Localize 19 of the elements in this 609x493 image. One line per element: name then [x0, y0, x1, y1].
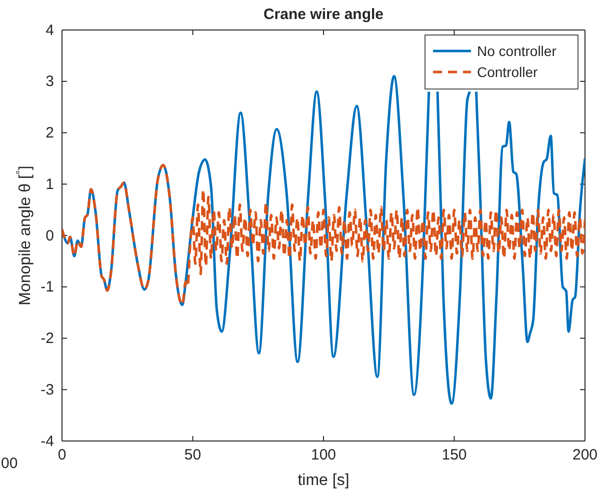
text: 00 [1, 455, 18, 472]
chart-title: Crane wire angle [263, 6, 384, 23]
y-tick-label: -2 [40, 330, 54, 348]
y-tick-label: -3 [40, 381, 54, 398]
x-tick-label: 150 [442, 446, 467, 464]
y-tick-label: 4 [46, 22, 54, 39]
y-tick-label: 3 [46, 73, 54, 90]
x-tick-label: 100 [310, 446, 336, 464]
legend-label: No controller [477, 43, 557, 59]
x-tick-label: 0 [58, 446, 66, 464]
y-tick-label: 0 [46, 227, 54, 244]
x-tick-label: 50 [184, 446, 202, 464]
y-tick-label: 2 [46, 124, 54, 142]
y-tick-label: 1 [46, 176, 54, 193]
x-axis-title: time [s] [298, 472, 350, 489]
y-tick-label: -4 [40, 432, 54, 450]
legend-label: Controller [477, 64, 538, 80]
y-tick-label: -1 [40, 278, 54, 296]
x-tick-label: 200 [572, 446, 598, 464]
